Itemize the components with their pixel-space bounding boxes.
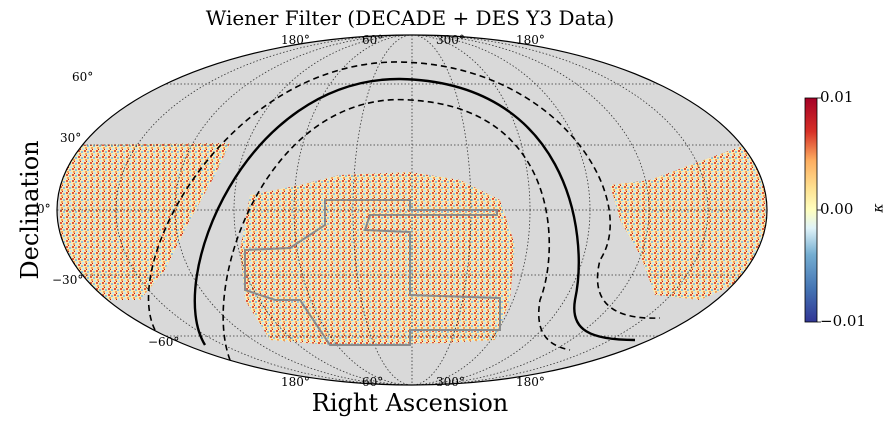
colorbar-min-label: −0.01 xyxy=(820,312,866,330)
ra-tick-bottom-2: 60° xyxy=(362,375,384,389)
ra-tick-bottom-1: 180° xyxy=(281,375,310,389)
x-axis-label: Right Ascension xyxy=(311,389,509,417)
dec-tick-60: 60° xyxy=(72,70,94,84)
survey-footprint xyxy=(244,199,501,346)
colorbar-mid-label: 0.00 xyxy=(820,200,854,218)
galactic-plane xyxy=(193,77,636,346)
dec-tick-minus60: −60° xyxy=(148,335,180,349)
colorbar xyxy=(804,97,818,323)
ra-tick-top-4: 180° xyxy=(516,33,545,47)
y-axis-label: Declination xyxy=(16,140,44,280)
ra-tick-top-2: 60° xyxy=(362,33,384,47)
dec-tick-0: 0° xyxy=(37,202,51,216)
galactic-bound-outer xyxy=(147,61,661,331)
colorbar-label: κ xyxy=(870,203,887,213)
dec-tick-minus30: −30° xyxy=(52,273,84,287)
ra-tick-bottom-3: 300° xyxy=(436,375,465,389)
kappa-region-right xyxy=(610,145,766,300)
chart-title: Wiener Filter (DECADE + DES Y3 Data) xyxy=(205,6,615,30)
colorbar-max-label: 0.01 xyxy=(820,88,854,106)
ra-tick-bottom-4: 180° xyxy=(516,375,545,389)
ra-tick-top-3: 300° xyxy=(436,33,465,47)
kappa-region-center xyxy=(240,172,515,345)
ra-tick-top-1: 180° xyxy=(281,33,310,47)
galactic-bound-inner xyxy=(222,99,571,361)
dec-tick-30: 30° xyxy=(60,131,82,145)
map-border xyxy=(56,34,768,386)
kappa-region-left xyxy=(60,143,230,300)
colorbar-ticks xyxy=(817,97,821,323)
